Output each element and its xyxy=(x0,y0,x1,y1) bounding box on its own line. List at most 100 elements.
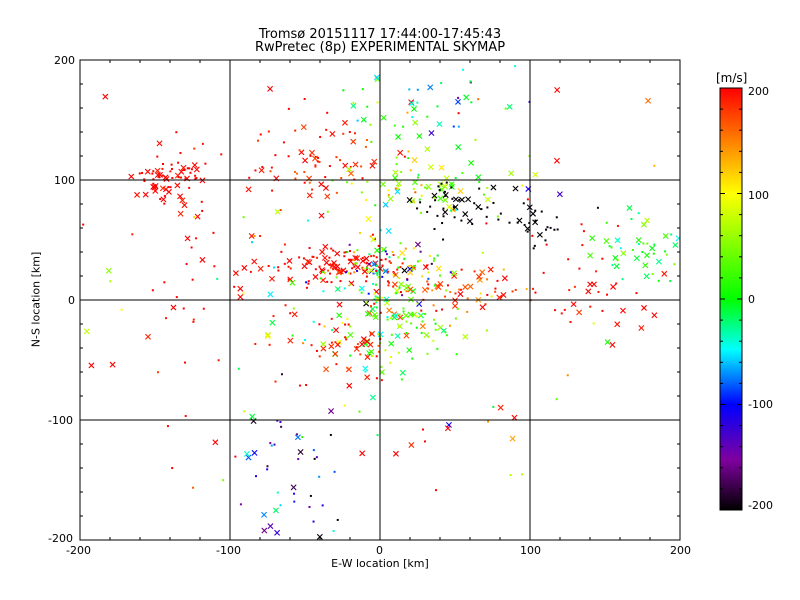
data-point-dot xyxy=(435,489,438,492)
y-tick-label: 200 xyxy=(54,54,75,67)
data-point-dot xyxy=(365,301,368,304)
data-point-dot xyxy=(416,88,419,91)
data-point-dot xyxy=(426,115,429,118)
data-point-cross xyxy=(395,133,402,140)
data-point-cross xyxy=(570,301,577,308)
data-point-cross xyxy=(462,284,469,291)
data-point-dot xyxy=(490,295,493,298)
data-point-dot xyxy=(270,166,273,169)
data-point-dot xyxy=(521,473,524,476)
data-point-dot xyxy=(443,190,446,193)
data-point-dot xyxy=(446,284,449,287)
data-point-dot xyxy=(653,164,656,167)
data-point-dot xyxy=(460,219,463,222)
data-point-dot xyxy=(440,182,443,185)
data-point-cross xyxy=(374,247,381,254)
data-point-dot xyxy=(403,155,406,158)
data-point-dot xyxy=(389,317,392,320)
data-point-dot xyxy=(409,169,412,172)
data-point-dot xyxy=(352,259,355,262)
data-point-dot xyxy=(162,162,165,165)
data-point-dot xyxy=(411,313,414,316)
data-point-dot xyxy=(163,281,166,284)
data-point-dot xyxy=(276,491,279,494)
data-point-cross xyxy=(372,314,379,321)
data-point-dot xyxy=(143,178,146,181)
data-point-cross xyxy=(369,162,376,169)
data-point-cross xyxy=(392,450,399,457)
data-point-cross xyxy=(501,275,508,282)
data-point-dot xyxy=(556,228,559,231)
data-point-dot xyxy=(193,216,196,219)
data-point-cross xyxy=(427,164,434,171)
data-point-dot xyxy=(306,219,309,222)
data-point-dot xyxy=(496,279,499,282)
data-point-dot xyxy=(243,410,246,413)
data-point-dot xyxy=(589,305,592,308)
data-point-dot xyxy=(328,263,331,266)
data-point-dot xyxy=(412,188,415,191)
data-point-cross xyxy=(484,196,491,203)
data-point-cross xyxy=(83,328,90,335)
data-point-dot xyxy=(568,289,571,292)
data-point-dot xyxy=(601,257,604,260)
data-point-cross xyxy=(323,259,330,266)
data-point-cross xyxy=(366,310,373,317)
data-point-dot xyxy=(445,181,448,184)
data-point-dot xyxy=(438,274,441,277)
data-point-cross xyxy=(407,311,414,318)
data-point-dot xyxy=(434,328,437,331)
data-point-dot xyxy=(318,161,321,164)
data-point-dot xyxy=(351,267,354,270)
data-point-cross xyxy=(620,250,627,257)
data-point-dot xyxy=(449,324,452,327)
data-point-dot xyxy=(217,359,220,362)
data-point-dot xyxy=(399,266,402,269)
data-point-dot xyxy=(344,271,347,274)
data-point-cross xyxy=(383,299,390,306)
data-point-dot xyxy=(316,256,319,259)
data-point-dot xyxy=(616,224,619,227)
data-point-cross xyxy=(241,264,248,271)
data-point-dot xyxy=(179,151,182,154)
data-point-dot xyxy=(324,176,327,179)
data-point-cross xyxy=(306,259,313,266)
data-point-cross xyxy=(289,279,296,286)
data-point-cross xyxy=(556,191,563,198)
data-point-cross xyxy=(142,191,149,198)
data-point-dot xyxy=(268,343,271,346)
data-point-dot xyxy=(277,269,280,272)
data-point-dot xyxy=(386,316,389,319)
data-point-dot xyxy=(200,200,203,203)
data-point-dot xyxy=(414,191,417,194)
data-point-cross xyxy=(341,119,348,126)
data-point-dot xyxy=(348,250,351,253)
data-point-dot xyxy=(360,165,363,168)
data-point-dot xyxy=(427,287,430,290)
data-point-cross xyxy=(274,208,281,215)
data-point-cross xyxy=(301,263,308,270)
data-point-dot xyxy=(420,331,423,334)
data-point-cross xyxy=(323,366,330,373)
data-point-dot xyxy=(152,178,155,181)
data-point-dot xyxy=(188,186,191,189)
data-point-dot xyxy=(427,271,430,274)
data-point-cross xyxy=(354,255,361,262)
data-point-dot xyxy=(532,287,535,290)
data-point-dot xyxy=(284,304,287,307)
data-point-cross xyxy=(614,237,621,244)
data-point-cross xyxy=(451,270,458,277)
data-point-dot xyxy=(377,344,380,347)
data-point-cross xyxy=(287,276,294,283)
data-point-cross xyxy=(401,267,408,274)
data-point-dot xyxy=(254,342,257,345)
data-point-dot xyxy=(408,88,411,91)
data-point-dot xyxy=(361,256,364,259)
data-point-dot xyxy=(514,65,517,68)
data-point-dot xyxy=(317,156,320,159)
colorbar-tick-label: 100 xyxy=(748,189,769,202)
data-point-dot xyxy=(315,456,318,459)
data-point-dot xyxy=(319,135,322,138)
data-point-dot xyxy=(220,153,223,156)
data-point-dot xyxy=(376,434,379,437)
